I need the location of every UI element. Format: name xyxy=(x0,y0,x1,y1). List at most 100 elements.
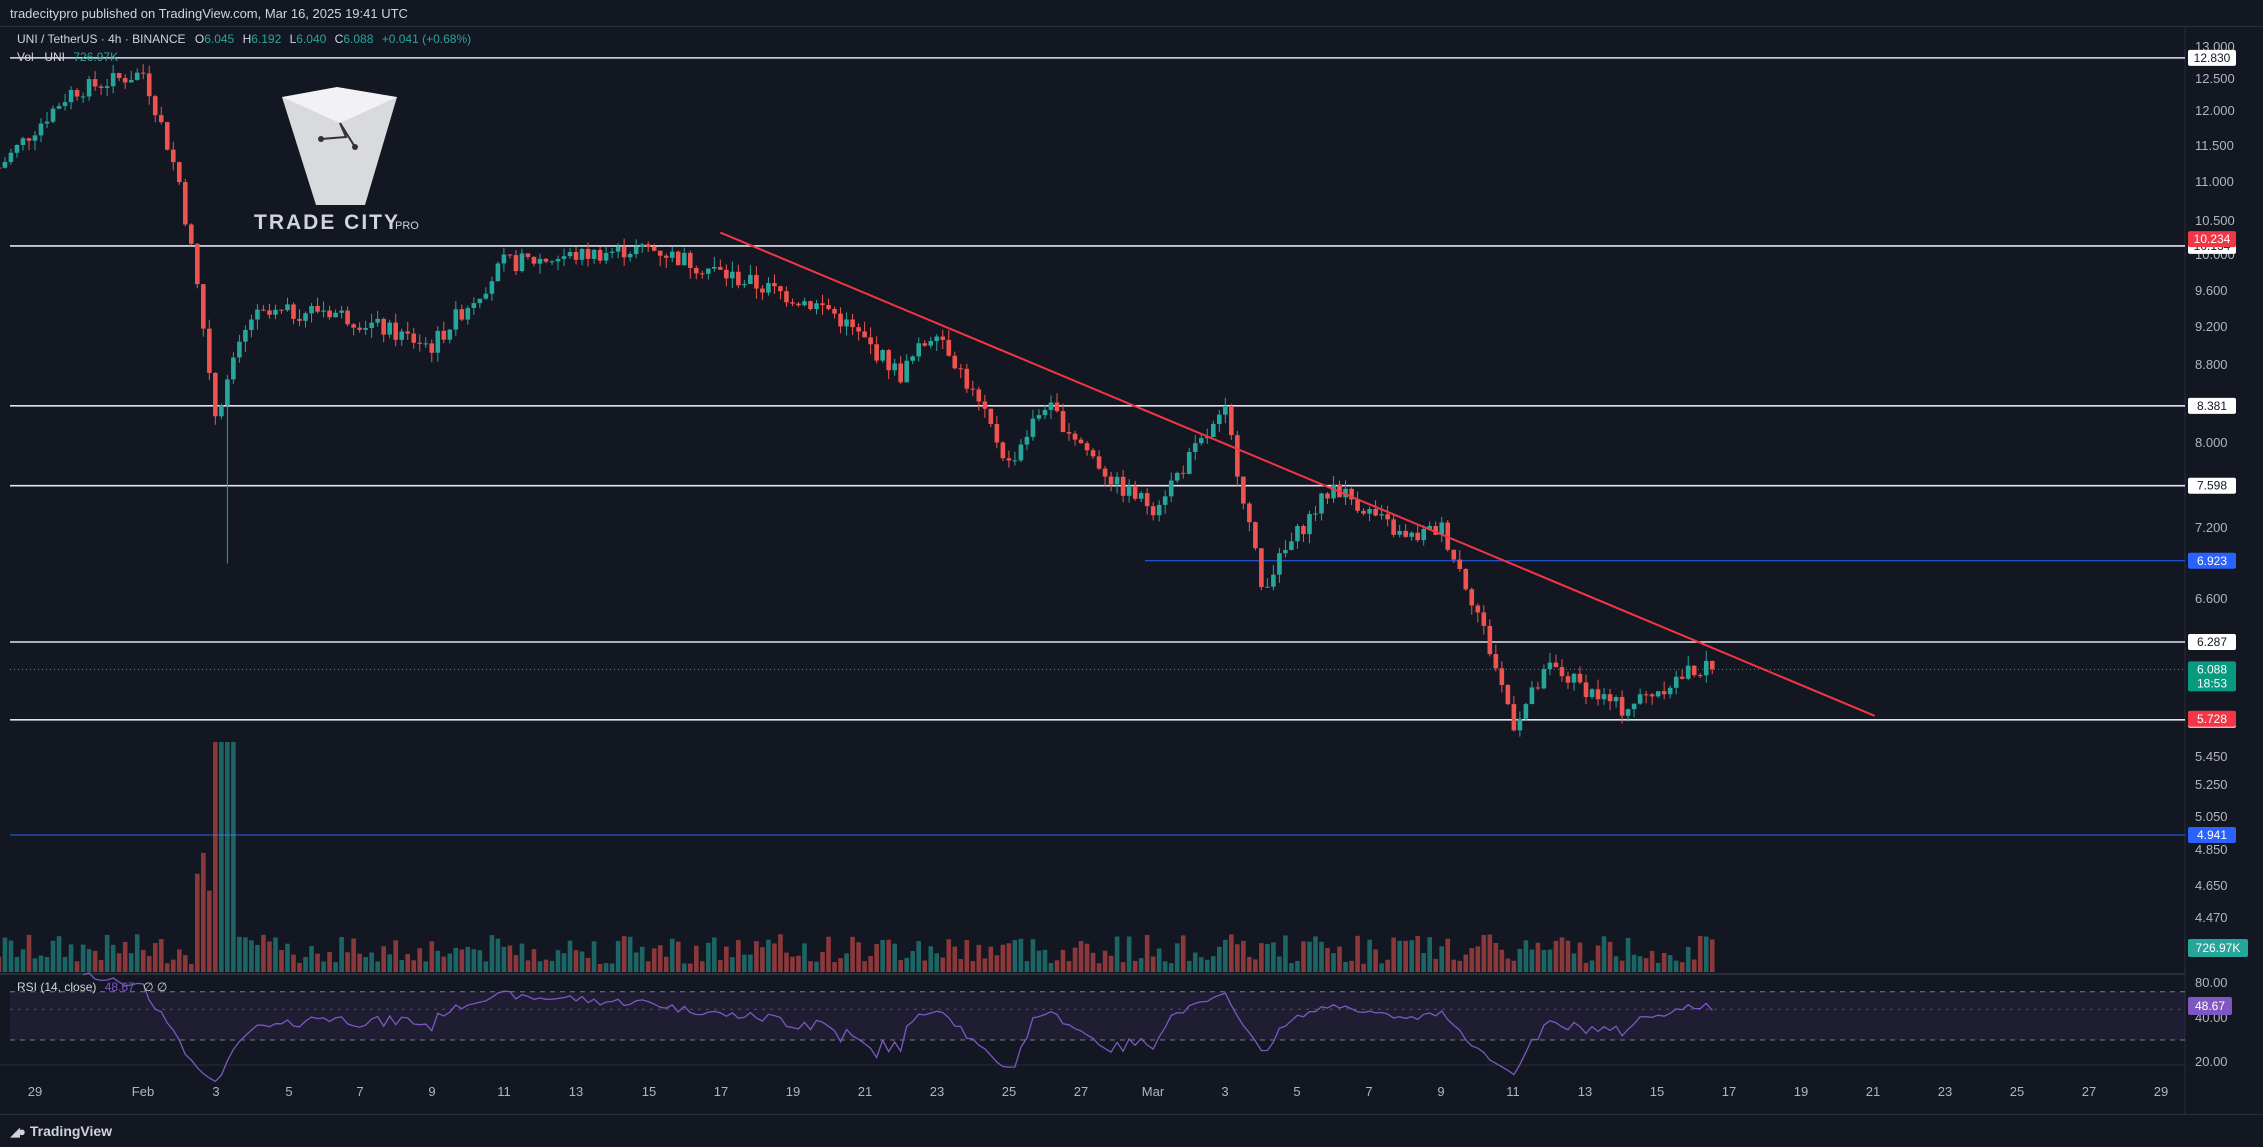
candle-body xyxy=(1373,508,1378,516)
trendline-layer[interactable] xyxy=(719,231,1875,717)
candle-body xyxy=(1673,676,1679,688)
candle-body xyxy=(110,73,116,87)
volume-bar xyxy=(1355,935,1360,972)
candle-body xyxy=(868,337,873,345)
volume-bar xyxy=(844,953,849,972)
volume-bar xyxy=(1006,943,1012,972)
volume-bar xyxy=(1277,956,1282,972)
volume-bar xyxy=(1295,960,1300,972)
candle-body xyxy=(519,253,525,272)
candle-body xyxy=(609,251,615,253)
candle-body xyxy=(633,246,639,254)
candle-body xyxy=(213,372,218,417)
volume-bar xyxy=(663,956,669,972)
candle-body xyxy=(1241,476,1246,504)
level-tag xyxy=(2188,477,2236,494)
candle-body xyxy=(934,336,940,342)
candle-body xyxy=(1198,438,1204,444)
candle-body xyxy=(1000,442,1006,459)
volume-bar xyxy=(1673,960,1679,972)
candle-body xyxy=(1541,669,1547,689)
candle-body xyxy=(1319,493,1324,514)
candle-body xyxy=(874,344,879,361)
candle-body xyxy=(1559,667,1565,677)
volume-bar xyxy=(916,941,922,972)
time-axis[interactable]: 29 Feb 3 5 7 9 11 13 15 17 19 21 23 25 27 Mar 3 5 7 9 11 13 15… xyxy=(28,1084,2168,1099)
volume-bar xyxy=(489,935,495,972)
volume-bar xyxy=(122,941,128,972)
volume-bar xyxy=(940,957,946,972)
candle-body xyxy=(116,73,122,79)
volume-bar xyxy=(50,940,56,972)
candle-body xyxy=(561,256,567,259)
candle-body xyxy=(104,86,110,88)
candle-body xyxy=(1072,433,1078,440)
candle-body xyxy=(435,330,441,353)
price-chart[interactable]: TRADE CITY PRO 13.00012.50012.00011.5001… xyxy=(0,27,2263,1114)
volume-bar xyxy=(1583,962,1589,972)
volume-bar xyxy=(1361,963,1366,972)
volume-bar xyxy=(730,957,735,972)
level-tag xyxy=(2188,552,2236,569)
candle-body xyxy=(1505,684,1511,705)
candle-body xyxy=(0,167,2,169)
volume-bar xyxy=(820,951,825,972)
volume-bar xyxy=(1535,942,1541,972)
price-tick-label: 7.200 xyxy=(2195,520,2228,535)
volume-bar xyxy=(1138,958,1144,972)
volume-bar xyxy=(1319,941,1324,972)
candle-body xyxy=(1379,514,1384,516)
candle-body xyxy=(706,268,711,274)
logo-shape xyxy=(282,97,397,205)
candle-body xyxy=(970,388,976,390)
price-tick-label: 8.000 xyxy=(2195,435,2228,450)
volume-bar xyxy=(1685,946,1691,972)
candle-body xyxy=(1601,694,1607,700)
volume-bar xyxy=(627,936,633,972)
tradingview-logo[interactable]: ◢● TradingView xyxy=(10,1123,112,1140)
time-tick-label: 7 xyxy=(1365,1084,1372,1099)
volume-bar xyxy=(868,956,873,972)
time-tick-label: 9 xyxy=(1437,1084,1444,1099)
volume-bar xyxy=(1601,936,1607,972)
rsi-pane[interactable] xyxy=(0,975,2185,1065)
candle-body xyxy=(1277,553,1282,575)
level-tag-text: 4.941 xyxy=(2197,828,2227,842)
candle-body xyxy=(1301,526,1306,535)
volume-bar xyxy=(1108,955,1114,972)
candle-body xyxy=(555,258,561,262)
volume-bar xyxy=(1385,959,1390,972)
volume-bar xyxy=(267,941,272,972)
logo-suffix: PRO xyxy=(395,220,419,232)
volume-bar xyxy=(838,958,843,972)
volume-bar xyxy=(0,956,2,972)
candle-body xyxy=(176,162,182,183)
volume-bar xyxy=(579,951,585,972)
volume-bar xyxy=(363,957,368,972)
time-tick-label: 17 xyxy=(714,1084,728,1099)
volume-bar xyxy=(351,938,356,972)
volume-bar xyxy=(249,940,254,972)
candle-body xyxy=(267,310,272,315)
volume-bar xyxy=(555,950,561,972)
volume-bar xyxy=(170,959,176,972)
volume-bar xyxy=(255,944,260,972)
candle-body xyxy=(627,253,633,258)
rsi-line xyxy=(82,972,1713,1083)
candle-body xyxy=(1439,522,1445,535)
price-axis[interactable]: 13.00012.50012.00011.50011.00010.50010.0… xyxy=(2195,39,2235,925)
candles[interactable] xyxy=(0,64,1715,737)
candle-body xyxy=(1259,548,1264,587)
volume-bar xyxy=(104,934,110,972)
candle-body xyxy=(567,251,573,257)
volume-bar xyxy=(796,955,801,972)
candle-body xyxy=(1204,436,1210,439)
volume-bar xyxy=(134,934,140,972)
horizontal-levels[interactable] xyxy=(10,57,2185,836)
candle-body xyxy=(1571,673,1577,683)
volume-bar xyxy=(1289,963,1294,972)
volume-bar xyxy=(1457,960,1463,972)
candle-body xyxy=(886,350,891,371)
candle-body xyxy=(164,122,170,150)
volume-bar xyxy=(1162,961,1168,972)
